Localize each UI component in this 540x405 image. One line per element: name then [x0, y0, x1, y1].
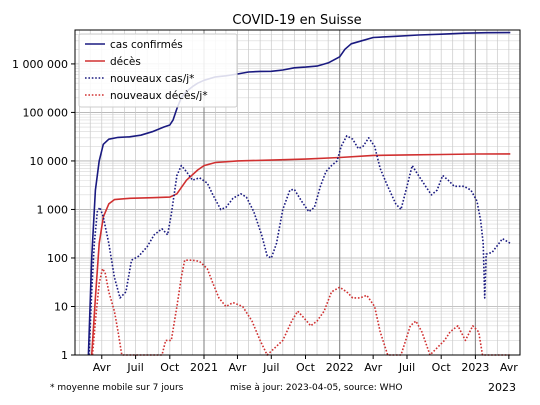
legend-box: [78, 33, 238, 108]
x-tick-label: Oct: [160, 361, 180, 374]
y-tick-label: 10: [54, 300, 68, 313]
x-tick-label: Juil: [126, 361, 143, 374]
legend-label-0: cas confirmés: [110, 39, 183, 51]
series-line-1: [90, 153, 511, 356]
x-tick-label: 2021: [190, 361, 218, 374]
y-tick-label: 1 000: [37, 203, 69, 216]
legend-label-2: nouveaux cas/j*: [110, 73, 194, 85]
x-tick-label: Oct: [432, 361, 452, 374]
series-line-3: [91, 259, 511, 356]
x-tick-label: Avr: [93, 361, 111, 374]
plot-frame: [74, 29, 521, 356]
chart-title: COVID-19 en Suisse: [232, 13, 361, 28]
x-tick-label: Avr: [364, 361, 382, 374]
x-axis: Avr Juil Oct 2021 Avr Juil Oct 2022 Avr Juil Oct 20…: [93, 355, 518, 374]
x-tick-label: Avr: [500, 361, 518, 374]
y-tick-label: 100 000: [23, 106, 69, 119]
x-tick-label: Oct: [296, 361, 316, 374]
x-extra-year-label: 2023: [488, 381, 516, 394]
x-tick-label: 2022: [326, 361, 354, 374]
y-tick-label: 10 000: [30, 155, 69, 168]
y-axis: 1 10 100 1 000 10 000 100 000 1 000 000: [12, 58, 75, 362]
legend: cas confirmés décès nouveaux cas/j* nouveau…: [78, 33, 238, 108]
footnote-right: mise à jour: 2023-04-05, source: WHO: [230, 383, 402, 393]
y-tick-label: 1: [61, 349, 68, 362]
x-tick-label: Juil: [398, 361, 415, 374]
y-tick-label: 100: [47, 252, 68, 265]
x-tick-label: Juil: [262, 361, 279, 374]
x-tick-label: 2023: [461, 361, 489, 374]
legend-label-3: nouveaux décès/j*: [110, 90, 208, 102]
footnote-left: * moyenne mobile sur 7 jours: [50, 383, 184, 393]
y-tick-label: 1 000 000: [12, 58, 68, 71]
legend-label-1: décès: [110, 56, 141, 68]
x-tick-label: Avr: [228, 361, 246, 374]
series-line-2: [88, 135, 511, 356]
